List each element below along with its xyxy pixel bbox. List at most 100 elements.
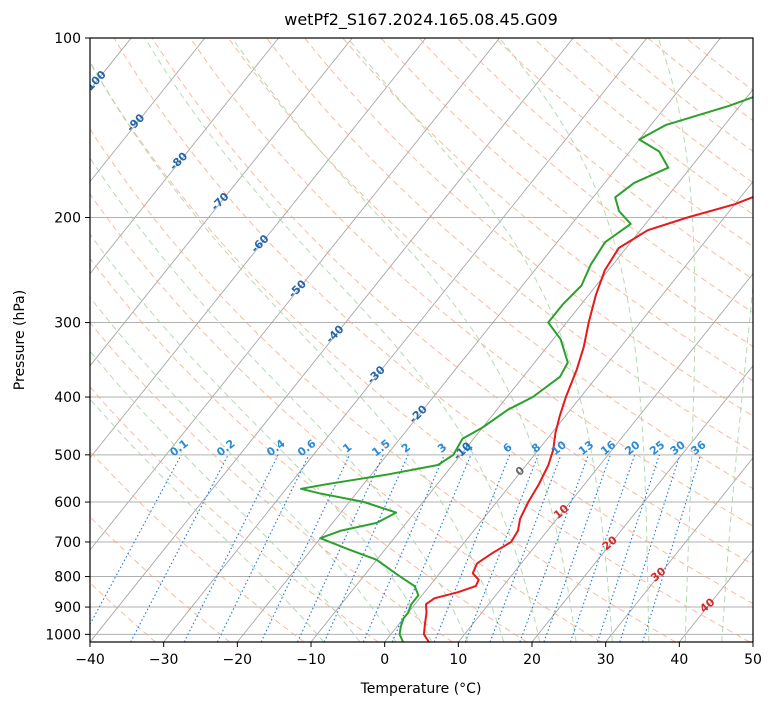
mixing-ratio-label: 0.2 bbox=[214, 437, 237, 459]
dry-adiabat bbox=[533, 38, 753, 215]
mixing-ratio-line bbox=[216, 454, 310, 642]
dewpoint-line bbox=[300, 96, 753, 642]
mixing-ratio-label: 3 bbox=[435, 441, 449, 456]
dry-adiabat bbox=[418, 38, 753, 314]
isotherm-line bbox=[457, 272, 753, 642]
dry-adiabat bbox=[456, 38, 753, 280]
moist-adiabat bbox=[347, 38, 613, 642]
mixing-ratio-line bbox=[391, 454, 472, 642]
mixing-ratio-line bbox=[543, 454, 611, 642]
x-tick-label: 50 bbox=[744, 652, 762, 668]
mixing-ratio-label: 8 bbox=[529, 441, 543, 456]
x-tick-label: 20 bbox=[523, 652, 541, 668]
mixing-ratio-line bbox=[260, 454, 351, 642]
grid-lines bbox=[90, 38, 753, 635]
mixing-ratio-line bbox=[433, 454, 511, 642]
moist-adiabat bbox=[90, 157, 469, 642]
mixing-ratio-lines bbox=[90, 454, 702, 642]
moist-adiabat bbox=[721, 281, 753, 642]
dry-adiabat bbox=[90, 193, 602, 642]
mixing-ratio-label: 0.6 bbox=[295, 437, 319, 459]
isotherm-line bbox=[0, 38, 58, 642]
dry-adiabat bbox=[342, 38, 753, 382]
isotherms bbox=[0, 38, 753, 642]
isotherm-line bbox=[384, 180, 753, 642]
isotherm-line bbox=[163, 38, 648, 642]
isotherm-line bbox=[90, 38, 353, 367]
y-tick-label: 700 bbox=[54, 535, 81, 551]
chart-title: wetPf2_S167.2024.165.08.45.G09 bbox=[284, 10, 558, 30]
plot-area: 0.1 0.2 0.4 0.6 1 1.5 2 3 4 6 8 10 13 16 20 25 30 36-100-… bbox=[0, 38, 753, 642]
isotherm-line bbox=[90, 38, 427, 459]
y-axis-ticks: 100 200 300 400 500 600 700 800 900 1000 bbox=[45, 31, 90, 643]
y-tick-label: 800 bbox=[54, 570, 81, 586]
mixing-ratio-line bbox=[596, 454, 660, 642]
x-tick-label: −20 bbox=[223, 652, 253, 668]
mixing-ratio-line bbox=[130, 454, 229, 642]
moist-adiabat bbox=[499, 38, 650, 642]
dry-adiabat bbox=[380, 38, 753, 347]
dry-adiabat bbox=[0, 38, 7, 642]
moist-adiabat bbox=[90, 60, 505, 642]
mixing-ratio-label: 1.5 bbox=[369, 437, 392, 459]
mixing-ratio-line bbox=[642, 454, 702, 642]
isotherm-line bbox=[90, 38, 279, 275]
mixing-ratio-line bbox=[183, 454, 279, 642]
x-tick-label: 40 bbox=[670, 652, 688, 668]
y-tick-label: 1000 bbox=[45, 627, 81, 643]
y-tick-label: 100 bbox=[54, 31, 81, 47]
isopleth-labels: 0.1 0.2 0.4 0.6 1 1.5 2 3 4 6 8 10 13 16 20 25 30 36-100-… bbox=[90, 68, 718, 616]
moist-adiabat bbox=[231, 38, 577, 642]
x-axis-ticks: −40 −30 −20 −10 0 10 20 30 40 50 bbox=[75, 642, 762, 668]
plot-frame bbox=[89, 37, 754, 643]
x-tick-label: −10 bbox=[296, 652, 326, 668]
moist-adiabat bbox=[90, 350, 361, 642]
dry-adiabat bbox=[227, 38, 753, 490]
dry-adiabat bbox=[304, 38, 753, 417]
dry-adiabat bbox=[189, 38, 753, 527]
dry-adiabat bbox=[113, 38, 753, 605]
dry-adiabat bbox=[90, 321, 453, 642]
mixing-ratio-label: 2 bbox=[399, 441, 413, 456]
dry-adiabat bbox=[494, 38, 753, 248]
isotherm-line bbox=[310, 88, 753, 642]
y-tick-label: 500 bbox=[54, 448, 81, 464]
isotherm-line bbox=[678, 549, 753, 642]
moist-adiabat bbox=[144, 38, 541, 642]
y-axis-title: Pressure (hPa) bbox=[12, 290, 28, 390]
mixing-ratio-label: 0.1 bbox=[167, 437, 190, 459]
y-tick-label: 400 bbox=[54, 390, 81, 406]
dry-adiabat bbox=[90, 62, 751, 642]
dry-adiabat bbox=[90, 386, 379, 642]
mixing-ratio-label: 1 bbox=[340, 441, 354, 456]
dry-adiabat bbox=[266, 38, 753, 453]
mixing-ratio-line bbox=[619, 454, 681, 642]
dry-adiabat bbox=[90, 128, 676, 642]
isotherm-line bbox=[531, 365, 753, 642]
mixing-ratio-line bbox=[569, 454, 636, 642]
isotherm-line bbox=[90, 38, 206, 183]
x-tick-label: 0 bbox=[380, 652, 389, 668]
isotherm-line bbox=[90, 38, 500, 551]
profile-series bbox=[300, 96, 753, 642]
y-tick-label: 300 bbox=[54, 316, 81, 332]
dry-adiabat bbox=[90, 516, 231, 642]
x-tick-label: −30 bbox=[149, 652, 179, 668]
isotherm-line bbox=[605, 457, 753, 642]
dry-adiabat bbox=[90, 582, 156, 642]
mixing-ratio-line bbox=[362, 454, 445, 642]
moist-adiabat bbox=[90, 398, 325, 642]
dry-adiabat bbox=[647, 38, 753, 122]
isotherm-line bbox=[752, 641, 753, 642]
isotherm-line bbox=[90, 38, 574, 642]
y-tick-label: 200 bbox=[54, 211, 81, 227]
mixing-ratio-line bbox=[519, 454, 589, 642]
x-axis-title: Temperature (°C) bbox=[360, 681, 482, 697]
x-tick-label: −40 bbox=[75, 652, 105, 668]
dry-adiabat bbox=[571, 38, 753, 184]
moist-adiabat bbox=[90, 296, 397, 642]
temperature-line bbox=[422, 195, 753, 642]
mixing-ratio-label: 6 bbox=[501, 440, 515, 455]
mixing-ratio-line bbox=[489, 454, 562, 642]
